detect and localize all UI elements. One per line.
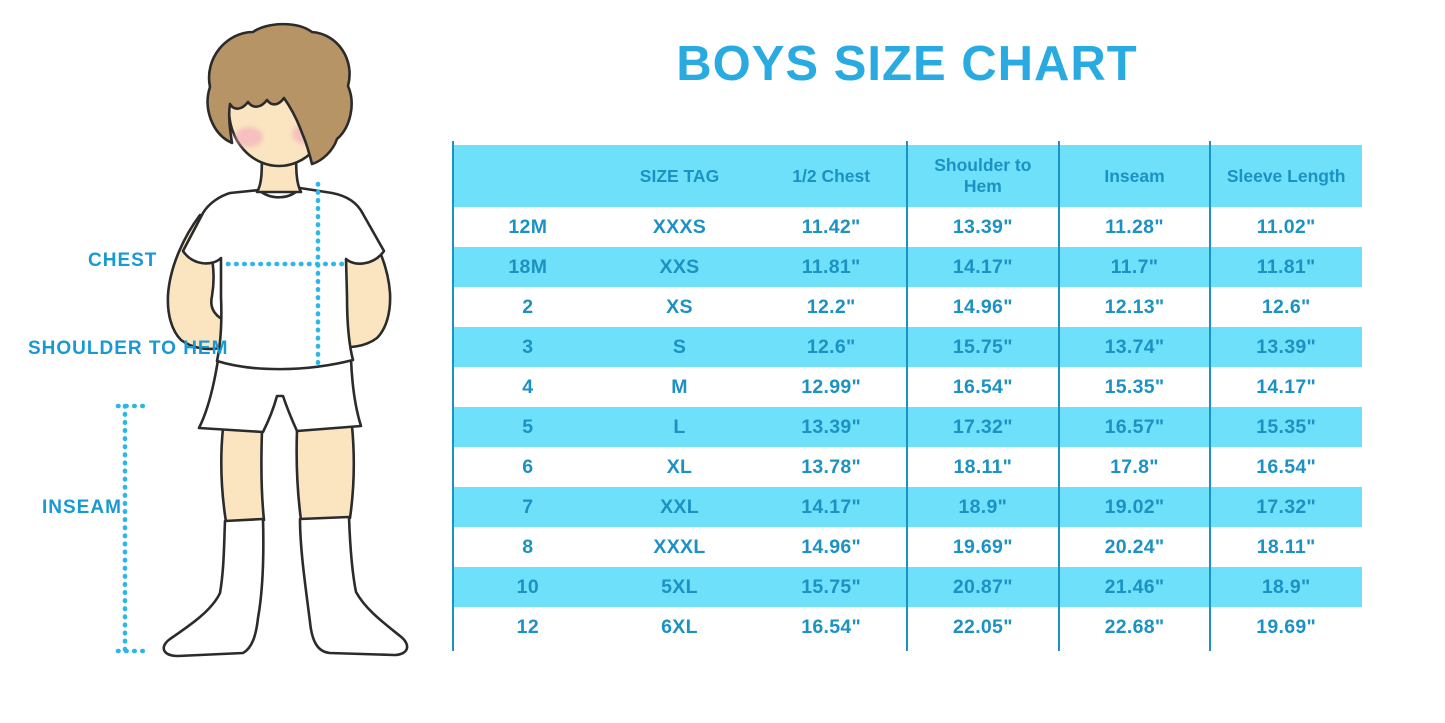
boy-figure-drawing — [115, 22, 409, 658]
column-divider — [1209, 141, 1212, 651]
table-cell: 13.39" — [801, 415, 862, 438]
table-cell: 11.81" — [801, 255, 861, 278]
table-cell: L — [673, 415, 686, 438]
table-cell: 8 — [522, 535, 534, 558]
table-cell: 15.75" — [801, 575, 862, 598]
table-cell: 20.24" — [1104, 535, 1165, 558]
table-cell: 13.74" — [1104, 335, 1165, 358]
right-sock — [298, 515, 409, 657]
table-cell: 13.39" — [1256, 335, 1317, 358]
table-cell: 12M — [508, 215, 548, 238]
table-cell: 6 — [522, 455, 534, 478]
table-cell: 12.2" — [806, 295, 856, 318]
table-cell: 22.68" — [1104, 615, 1165, 638]
size-table: SIZE TAG 1/2 Chest Shoulder to Hem Insea… — [452, 141, 1362, 651]
table-cell: 6XL — [661, 615, 698, 638]
table-cell: 18.11" — [953, 455, 1013, 478]
table-cell: M — [671, 375, 688, 398]
table-cell: 12.13" — [1104, 295, 1165, 318]
header-cell-half-chest: 1/2 Chest — [792, 165, 871, 186]
page-title: BOYS SIZE CHART — [676, 37, 1138, 91]
table-cell: XXXS — [652, 215, 707, 238]
table-cell: S — [672, 335, 687, 358]
table-cell: 21.46" — [1104, 575, 1165, 598]
table-cell: 14.17" — [1256, 375, 1317, 398]
table-cell: 11.81" — [1256, 255, 1316, 278]
table-cell: 10 — [516, 575, 539, 598]
t-shirt — [181, 186, 386, 371]
table-cell: XXXL — [653, 535, 706, 558]
table-cell: 13.39" — [952, 215, 1013, 238]
table-cell: 14.17" — [801, 495, 862, 518]
left-cheek — [235, 127, 263, 147]
table-cell: 4 — [522, 375, 534, 398]
table-cell: 15.35" — [1104, 375, 1165, 398]
table-cell: 12.6" — [1261, 295, 1311, 318]
table-cell: XL — [666, 455, 693, 478]
table-cell: 19.69" — [1256, 615, 1317, 638]
table-cell: 5XL — [661, 575, 698, 598]
table-cell: 14.96" — [801, 535, 862, 558]
table-cell: 19.69" — [952, 535, 1013, 558]
table-cell: 17.8" — [1110, 455, 1159, 478]
table-cell: 18M — [508, 255, 548, 278]
table-cell: 15.75" — [952, 335, 1013, 358]
table-cell: 15.35" — [1256, 415, 1317, 438]
header-cell-shoulder-to-hem: Shoulder to Hem — [934, 155, 1032, 196]
column-divider — [1057, 141, 1060, 651]
left-sock — [162, 517, 265, 658]
table-cell: 12.99" — [801, 375, 862, 398]
table-cell: 18.9" — [958, 495, 1008, 518]
table-cell: 11.7" — [1110, 255, 1159, 278]
table-cell: 18.11" — [1256, 535, 1316, 558]
chest-label: CHEST — [88, 250, 158, 271]
table-cell: XXS — [659, 255, 700, 278]
shoulder-to-hem-label: SHOULDER TO HEM — [28, 338, 229, 359]
table-cell: 16.54" — [801, 615, 862, 638]
table-cell: XS — [666, 295, 693, 318]
right-leg — [295, 424, 356, 522]
table-cell: 7 — [522, 495, 534, 518]
header-cell-sleeve-length: Sleeve Length — [1226, 165, 1346, 186]
header-cell-size-tag: SIZE TAG — [639, 165, 720, 186]
table-cell: 3 — [522, 335, 534, 358]
boy-illustration: CHEST SHOULDER TO HEM INSEAM — [0, 0, 450, 723]
table-cell: 5 — [522, 415, 534, 438]
left-leg — [220, 426, 266, 524]
table-cell: 22.05" — [952, 615, 1013, 638]
table-cell: 12 — [516, 615, 539, 638]
table-cell: 11.02" — [1256, 215, 1316, 238]
table-cell: 12.6" — [806, 335, 856, 358]
table-cell: 16.54" — [1256, 455, 1317, 478]
inseam-label: INSEAM — [42, 497, 122, 518]
table-cell: 11.28" — [1105, 215, 1164, 238]
table-cell: 18.9" — [1261, 575, 1311, 598]
header-cell-inseam: Inseam — [1104, 165, 1165, 186]
column-divider — [452, 141, 454, 651]
table-cell: 16.57" — [1104, 415, 1165, 438]
table-cell: 14.17" — [952, 255, 1013, 278]
header-cell-size — [452, 145, 604, 207]
table-cell: 11.42" — [801, 215, 861, 238]
column-divider — [906, 141, 908, 651]
table-cell: 17.32" — [1256, 495, 1317, 518]
table-cell: 17.32" — [952, 415, 1013, 438]
table-cell: 16.54" — [952, 375, 1013, 398]
table-cell: 20.87" — [952, 575, 1013, 598]
hair — [206, 22, 353, 166]
table-cell: 14.96" — [952, 295, 1013, 318]
table-cell: 19.02" — [1104, 495, 1165, 518]
table-cell: 2 — [522, 295, 534, 318]
table-cell: 13.78" — [801, 455, 862, 478]
table-cell: XXL — [660, 495, 699, 518]
